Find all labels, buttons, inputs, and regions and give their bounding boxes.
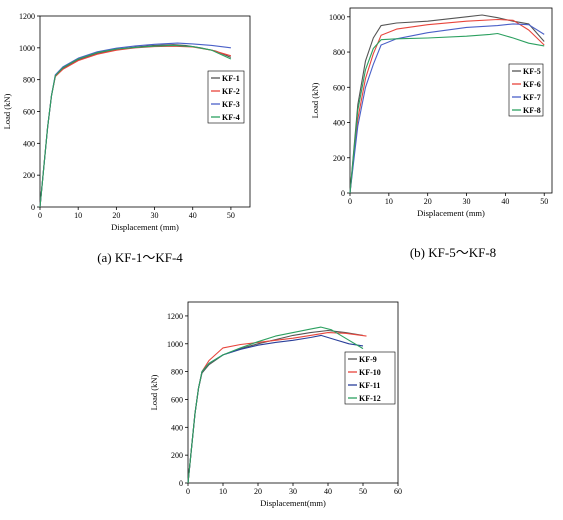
y-tick-label: 0 xyxy=(341,189,345,198)
y-tick-label: 0 xyxy=(179,479,183,488)
legend: KF-1 KF-2 KF-3 KF-4 xyxy=(207,70,245,124)
y-tick-label: 1200 xyxy=(167,312,183,321)
y-tick-label: 200 xyxy=(23,171,35,180)
y-tick-label: 800 xyxy=(171,368,183,377)
series-line-kf-9 xyxy=(187,329,364,484)
x-tick-label: 30 xyxy=(289,487,297,496)
legend-label: KF-11 xyxy=(359,381,380,390)
x-tick-label: 10 xyxy=(74,211,82,220)
x-tick-label: 40 xyxy=(501,197,509,206)
y-tick-label: 400 xyxy=(23,139,35,148)
x-tick-label: 20 xyxy=(424,197,432,206)
legend-label: KF-4 xyxy=(222,113,240,122)
x-tick-label: 0 xyxy=(186,487,190,496)
x-axis-label: Displacement(mm) xyxy=(260,498,326,508)
legend-label: KF-5 xyxy=(523,67,541,76)
legend-box xyxy=(207,70,245,124)
legend-label: KF-6 xyxy=(523,80,541,89)
y-tick-label: 600 xyxy=(171,395,183,404)
x-tick-label: 40 xyxy=(324,487,332,496)
legend-label: KF-12 xyxy=(359,394,381,403)
chart-1: 0 10 20 30 40 50 0 200 400 600 800 1000 1200 Displace… xyxy=(2,12,251,265)
legend-label: KF-10 xyxy=(359,368,381,377)
y-tick-label: 1000 xyxy=(329,13,345,22)
x-tick-label: 0 xyxy=(38,211,42,220)
series-line-kf-6 xyxy=(349,18,545,194)
y-tick-label: 800 xyxy=(23,76,35,85)
y-tick-label: 200 xyxy=(171,451,183,460)
y-tick-label: 0 xyxy=(31,203,35,212)
y-tick-label: 1200 xyxy=(19,12,35,21)
series-line-kf-12 xyxy=(187,326,364,484)
y-tick-label: 1000 xyxy=(19,44,35,53)
legend-box xyxy=(508,63,544,117)
chart-3: 0 10 20 30 40 50 60020040060080010001200Displa… xyxy=(149,301,402,508)
x-tick-label: 10 xyxy=(385,197,393,206)
legend-label: KF-1 xyxy=(222,74,240,83)
series-line-kf-8 xyxy=(349,32,545,194)
legend: KF-9 KF-10 KF-11 KF-12 xyxy=(344,351,396,405)
series-line-kf-11 xyxy=(187,334,364,484)
legend: KF-5 KF-6 KF-7 KF-8 xyxy=(508,63,544,117)
series-line-kf-7 xyxy=(349,23,545,194)
legend-label: KF-7 xyxy=(523,93,541,102)
legend-label: KF-8 xyxy=(523,106,541,115)
chart-caption: (b) KF-5～KF-8 xyxy=(410,245,496,260)
x-tick-label: 20 xyxy=(112,211,120,220)
y-tick-label: 400 xyxy=(333,119,345,128)
legend-label: KF-2 xyxy=(222,87,240,96)
y-tick-label: 600 xyxy=(333,83,345,92)
legend-label: KF-3 xyxy=(222,100,240,109)
x-tick-label: 60 xyxy=(394,487,402,496)
x-axis-label: Displacement (mm) xyxy=(417,208,485,218)
x-tick-label: 50 xyxy=(227,211,235,220)
y-axis-label: Load (kN) xyxy=(149,375,159,411)
legend-box xyxy=(344,351,396,405)
y-tick-label: 800 xyxy=(333,48,345,57)
x-tick-label: 50 xyxy=(540,197,548,206)
x-tick-label: 50 xyxy=(359,487,367,496)
series-line-kf-5 xyxy=(349,14,545,194)
x-tick-label: 30 xyxy=(151,211,159,220)
y-tick-label: 1000 xyxy=(167,340,183,349)
x-tick-label: 10 xyxy=(219,487,227,496)
y-tick-label: 200 xyxy=(333,154,345,163)
y-tick-label: 400 xyxy=(171,423,183,432)
x-tick-label: 40 xyxy=(189,211,197,220)
x-tick-label: 20 xyxy=(254,487,262,496)
series-line-kf-2 xyxy=(39,45,232,208)
series-line-kf-3 xyxy=(39,42,231,208)
legend-label: KF-9 xyxy=(359,355,377,364)
x-tick-label: 0 xyxy=(348,197,352,206)
x-tick-label: 30 xyxy=(463,197,471,206)
y-axis-label: Load (kN) xyxy=(2,94,12,130)
y-axis-label: Load (kN) xyxy=(310,83,320,119)
series-line-kf-10 xyxy=(187,332,367,484)
chart-caption: (a) KF-1～KF-4 xyxy=(97,250,183,265)
series-line-kf-4 xyxy=(39,44,232,208)
plot-frame xyxy=(349,7,553,194)
chart-2: 0 10 20 30 40 50 0 200 400 600 800 1000 Displacement… xyxy=(310,7,553,260)
series-line-kf-1 xyxy=(39,44,232,208)
x-axis-label: Displacement (mm) xyxy=(111,222,179,232)
y-tick-label: 600 xyxy=(23,108,35,117)
